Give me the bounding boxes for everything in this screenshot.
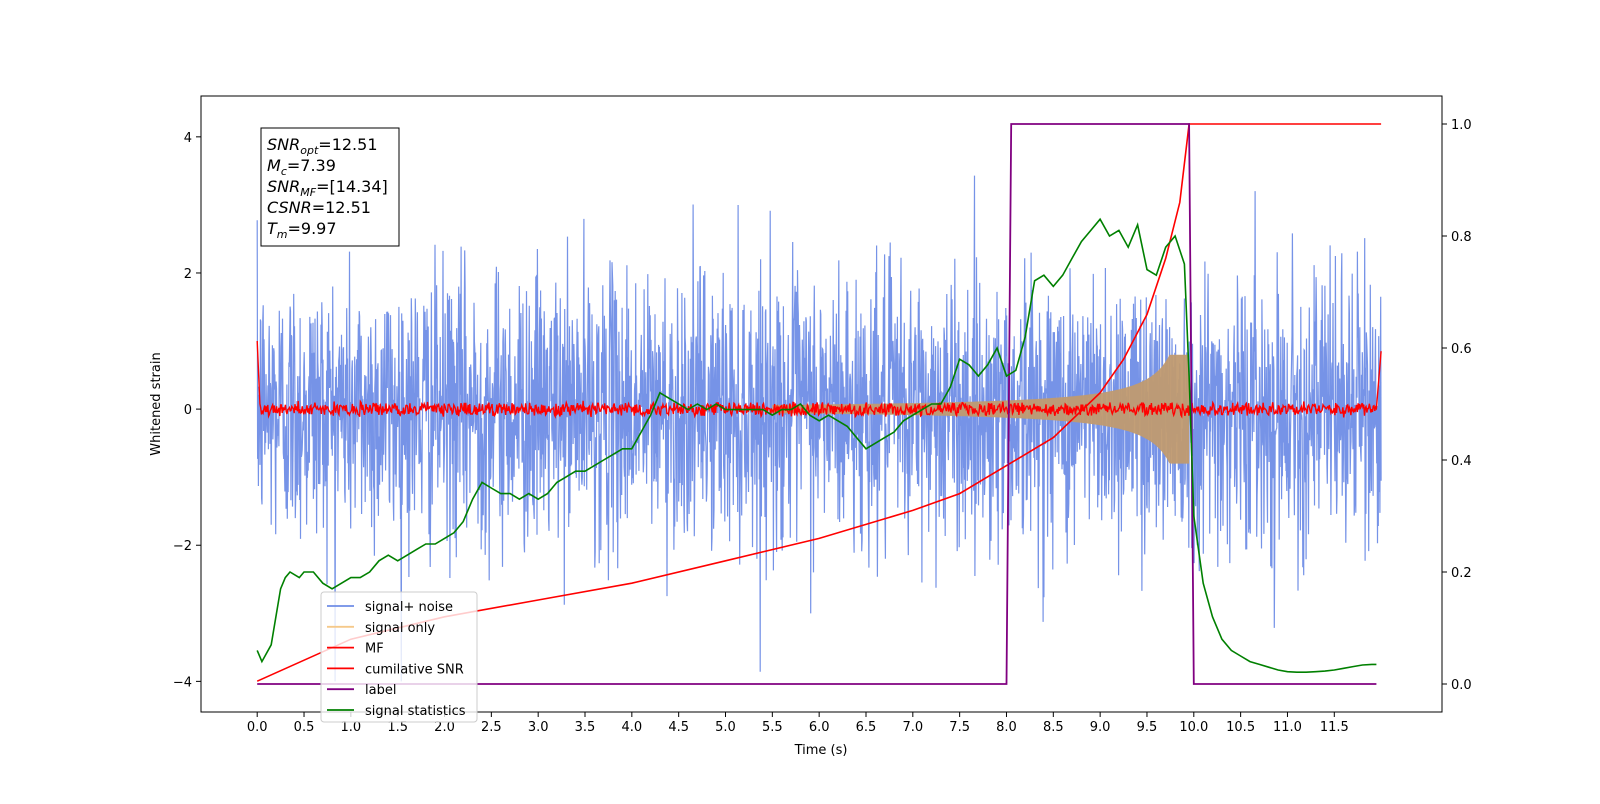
legend-label: signal only [365,621,435,636]
x-tick-label: 8.5 [1043,720,1064,735]
x-tick-label: 5.5 [762,720,783,735]
series-cumulative-snr [256,123,1382,682]
x-tick-label: 10.5 [1226,720,1255,735]
x-tick-label: 9.0 [1090,720,1111,735]
x-tick-label: 10.0 [1179,720,1208,735]
legend-label: label [365,683,396,698]
y-right-tick-label: 0.2 [1451,566,1472,581]
x-tick-label: 0.0 [247,720,268,735]
x-tick-label: 1.0 [341,720,362,735]
x-tick-label: 0.5 [294,720,315,735]
annotation-line: SNRMF=[14.34] [267,177,388,199]
x-tick-label: 3.0 [528,720,549,735]
ticks-layer: 0.0 0.5 1.0 1.5 2.0 2.5 3.0 3.5 4.0 4.5 5.0 5.5 6.0 6… [173,118,1472,735]
x-tick-label: 4.0 [621,720,642,735]
x-tick-label: 3.5 [575,720,596,735]
x-tick-label: 4.5 [668,720,689,735]
y-left-tick-label: −4 [173,675,192,690]
x-tick-label: 11.0 [1273,720,1302,735]
x-tick-label: 5.0 [715,720,736,735]
series-label [257,123,1377,685]
legend-label: cumilative SNR [365,662,464,677]
x-tick-label: 2.5 [481,720,502,735]
y-right-tick-label: 0.6 [1451,342,1472,357]
x-tick-label: 11.5 [1320,720,1349,735]
annotation-line: Mc=7.39 [267,156,336,178]
x-tick-label: 1.5 [387,720,408,735]
y-right-tick-label: 0.4 [1451,454,1472,469]
x-tick-label: 6.0 [809,720,830,735]
x-tick-label: 6.5 [856,720,877,735]
x-tick-label: 8.0 [996,720,1017,735]
annotation-line: SNRopt=12.51 [267,135,378,157]
x-tick-label: 9.5 [1137,720,1158,735]
legend-frame [320,591,478,723]
annotation-line: Tm=9.97 [267,219,337,241]
y-left-tick-label: −2 [173,539,192,554]
plot-layer [256,123,1382,685]
legend-label: signal+ noise [365,600,453,615]
y-right-tick-label: 0.0 [1451,678,1472,693]
y-axis-label: Whitened strain [149,352,164,455]
x-tick-label: 7.0 [902,720,923,735]
y-right-tick-label: 0.8 [1451,230,1472,245]
legend-label: signal statistics [365,704,466,719]
legend: signal+ noise signal only MF cumilative SNR… [320,591,478,723]
y-left-tick-label: 4 [184,131,192,146]
x-tick-label: 7.5 [949,720,970,735]
y-left-tick-label: 2 [184,267,192,282]
plot-frame [200,95,1443,713]
annotation-box-border [260,127,400,247]
annotation-box: SNRopt=12.51Mc=7.39SNRMF=[14.34]CSNR=12.… [260,127,400,247]
series-signal-statistics [256,217,1377,673]
y-right-tick-label: 1.0 [1451,118,1472,133]
y-left-tick-label: 0 [184,403,192,418]
x-tick-label: 2.0 [434,720,455,735]
x-axis-label: Time (s) [794,743,848,758]
annotation-line: CSNR=12.51 [267,198,371,217]
legend-label: MF [365,642,384,657]
